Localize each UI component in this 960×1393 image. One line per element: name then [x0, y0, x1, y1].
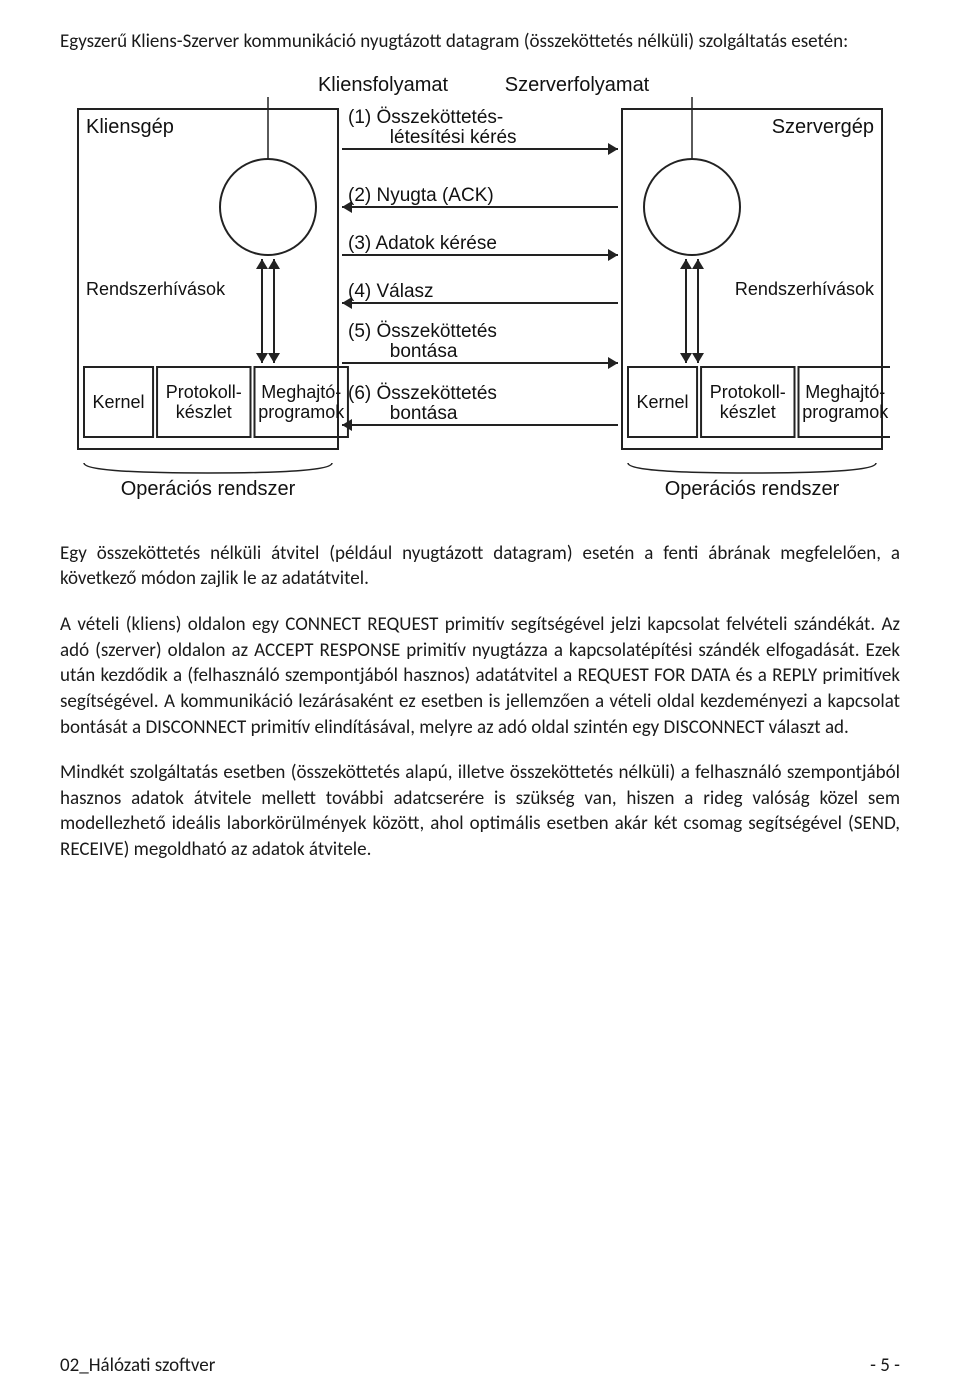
paragraph-2: A vételi (kliens) oldalon egy CONNECT RE… [60, 612, 900, 740]
svg-text:Operációs rendszer: Operációs rendszer [121, 478, 296, 500]
svg-text:(1) Összeköttetés-: (1) Összeköttetés- [348, 107, 503, 128]
footer-left: 02_Hálózati szoftver [60, 1354, 215, 1377]
svg-text:(2) Nyugta (ACK): (2) Nyugta (ACK) [348, 185, 494, 206]
svg-text:bontása: bontása [390, 341, 458, 362]
svg-text:bontása: bontása [390, 403, 458, 424]
svg-text:Kliensfolyamat: Kliensfolyamat [318, 74, 449, 96]
svg-text:Protokoll-készlet: Protokoll-készlet [166, 382, 242, 422]
svg-text:Szerverfolyamat: Szerverfolyamat [505, 74, 650, 96]
page-footer: 02_Hálózati szoftver - 5 - [60, 1354, 900, 1377]
svg-text:(3) Adatok kérése: (3) Adatok kérése [348, 233, 497, 254]
svg-text:(5) Összeköttetés: (5) Összeköttetés [348, 321, 497, 342]
footer-right: - 5 - [870, 1354, 900, 1377]
intro-paragraph: Egyszerű Kliens-Szerver kommunikáció nyu… [60, 30, 900, 55]
paragraph-3: Mindkét szolgáltatás esetben (összekötte… [60, 760, 900, 863]
svg-text:Rendszerhívások: Rendszerhívások [735, 279, 875, 299]
svg-text:Kernel: Kernel [637, 392, 689, 412]
svg-text:Kliensgép: Kliensgép [86, 116, 174, 138]
svg-text:Operációs rendszer: Operációs rendszer [665, 478, 840, 500]
svg-text:létesítési kérés: létesítési kérés [390, 127, 517, 148]
svg-text:Rendszerhívások: Rendszerhívások [86, 279, 226, 299]
svg-text:Kernel: Kernel [93, 392, 145, 412]
client-server-diagram: Kliensfolyamat Szerverfolyamat Kliensgép Re… [70, 67, 890, 517]
diagram-container: Kliensfolyamat Szerverfolyamat Kliensgép Re… [60, 67, 900, 517]
svg-text:Szervergép: Szervergép [772, 116, 874, 138]
paragraph-1: Egy összeköttetés nélküli átvitel (példá… [60, 541, 900, 592]
svg-text:Meghajtó-programok: Meghajtó-programok [258, 382, 345, 422]
svg-text:Meghajtó-programok: Meghajtó-programok [802, 382, 889, 422]
svg-text:Protokoll-készlet: Protokoll-készlet [710, 382, 786, 422]
svg-text:(4) Válasz: (4) Válasz [348, 281, 434, 302]
svg-text:(6) Összeköttetés: (6) Összeköttetés [348, 383, 497, 404]
